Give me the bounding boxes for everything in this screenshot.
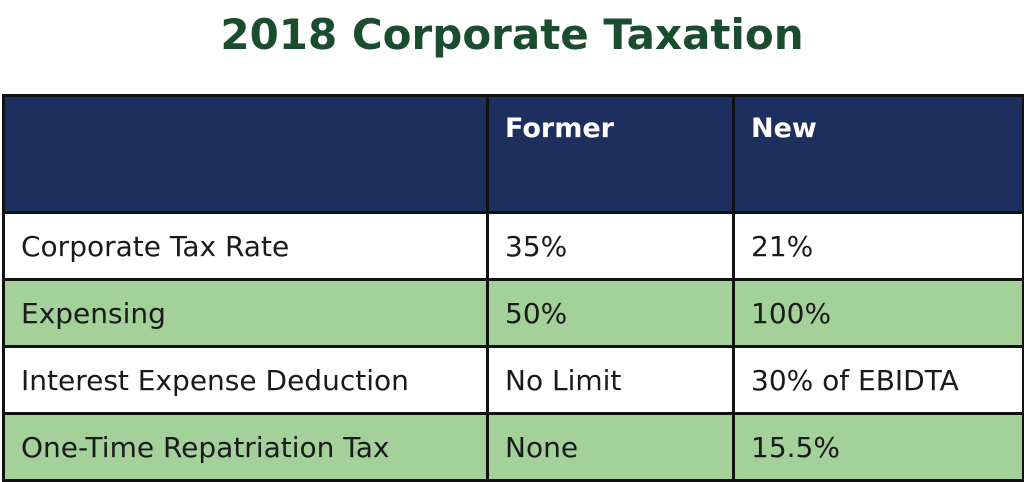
table-row: Interest Expense Deduction No Limit 30% … [2,345,1024,415]
new-value: 30% of EBIDTA [732,345,1024,415]
header-empty-cell [2,94,489,214]
taxation-table: Former New Corporate Tax Rate 35% 21% Ex… [2,94,1024,482]
page-title: 2018 Corporate Taxation [220,10,804,59]
table-header-row: Former New [2,94,1024,214]
row-label: Expensing [2,278,489,348]
former-value: None [486,412,735,482]
header-new: New [732,94,1024,214]
row-label: Corporate Tax Rate [2,211,489,281]
table-row: Expensing 50% 100% [2,278,1024,348]
former-value: 50% [486,278,735,348]
row-label: One-Time Repatriation Tax [2,412,489,482]
former-value: No Limit [486,345,735,415]
header-former: Former [486,94,735,214]
row-label: Interest Expense Deduction [2,345,489,415]
new-value: 15.5% [732,412,1024,482]
table-row: Corporate Tax Rate 35% 21% [2,211,1024,281]
new-value: 21% [732,211,1024,281]
table-row: One-Time Repatriation Tax None 15.5% [2,412,1024,482]
new-value: 100% [732,278,1024,348]
former-value: 35% [486,211,735,281]
